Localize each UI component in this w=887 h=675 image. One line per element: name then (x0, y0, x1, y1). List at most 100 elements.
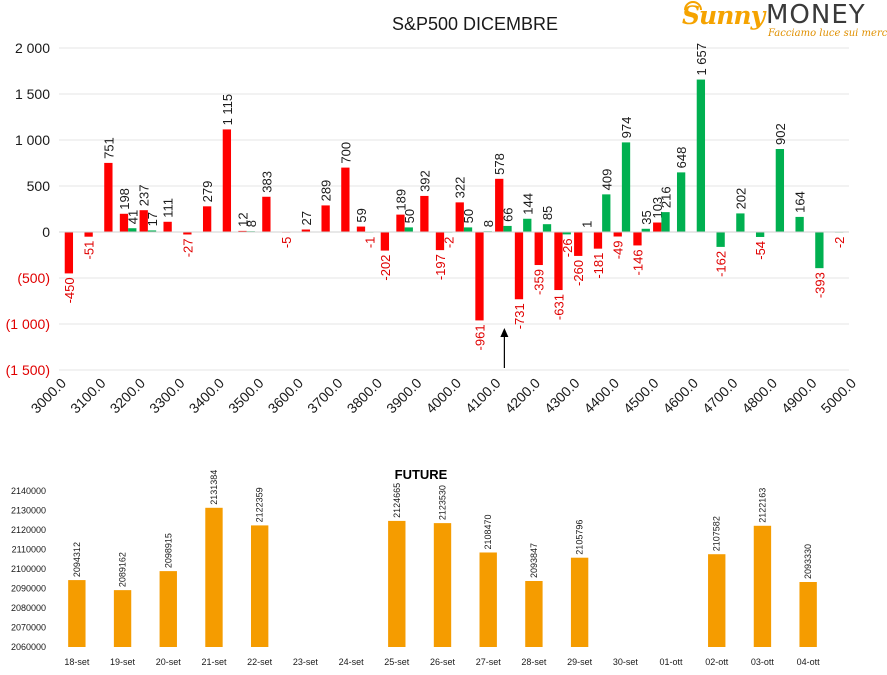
bar (455, 202, 464, 232)
future-data-label: 2108470 (483, 514, 493, 549)
x-tick-label: 3000.0 (28, 375, 70, 417)
data-label: -359 (532, 269, 547, 295)
data-label: 17 (145, 212, 160, 226)
x-tick-label: 3100.0 (67, 375, 109, 417)
bar (676, 172, 686, 232)
bar (463, 227, 473, 232)
data-label: -146 (630, 249, 645, 275)
bar (736, 213, 745, 232)
bar (554, 232, 563, 291)
data-label: 144 (520, 193, 535, 215)
future-chart: FUTURE 2060000 2070000 2080000 2090000 210000… (11, 467, 821, 667)
y-tick-label: 0 (42, 224, 50, 240)
future-bar (525, 580, 543, 647)
annotation-arrowhead (500, 328, 509, 337)
data-label: -450 (62, 277, 77, 303)
future-x-tick-label: 19-set (110, 657, 136, 667)
y-tick-label: (1 500) (6, 362, 50, 378)
data-label: 279 (200, 181, 215, 203)
future-x-tick-label: 26-set (430, 657, 456, 667)
data-label: -393 (812, 272, 827, 298)
future-x-tick-label: 04-ott (797, 657, 821, 667)
future-y-tick-label: 2120000 (11, 525, 46, 535)
bar (321, 205, 330, 232)
bar (238, 230, 247, 232)
data-label: 35 (639, 210, 654, 224)
data-label: -54 (753, 241, 768, 260)
bar (202, 206, 212, 232)
future-x-tick-label: 20-set (156, 657, 182, 667)
bar (795, 216, 804, 232)
bar (262, 196, 271, 232)
future-x-tick-label: 21-set (201, 657, 227, 667)
x-tick-label: 3700.0 (304, 375, 346, 417)
future-bar (708, 554, 726, 647)
x-tick-label: 3600.0 (265, 375, 307, 417)
bar (534, 232, 543, 266)
x-tick-label: 3200.0 (107, 375, 149, 417)
future-title: FUTURE (395, 467, 448, 482)
y-tick-label: 2 000 (15, 40, 50, 56)
y-tick-label: 500 (27, 178, 51, 194)
bar (523, 218, 532, 232)
future-x-tick-label: 30-set (613, 657, 639, 667)
future-data-label: 2123530 (438, 485, 448, 520)
data-label: 66 (501, 207, 516, 221)
bar (653, 222, 662, 232)
data-label: 50 (402, 209, 417, 223)
future-x-tick-label: 28-set (521, 657, 547, 667)
sun-icon (684, 1, 702, 11)
future-data-label: 2124665 (392, 483, 402, 518)
sunny-money-logo: Sunny MONEY Facciamo luce sui mercati (682, 0, 887, 42)
x-tick-label: 4800.0 (739, 375, 781, 417)
data-label: 383 (259, 171, 274, 193)
bar (661, 212, 670, 232)
data-label: 392 (417, 170, 432, 192)
future-data-label: 2094312 (72, 542, 82, 577)
bar (621, 142, 631, 232)
data-label: -181 (591, 253, 606, 279)
data-label: 198 (117, 188, 132, 210)
future-x-tick-label: 01-ott (660, 657, 684, 667)
x-tick-label: 3400.0 (186, 375, 228, 417)
data-label: -5 (279, 237, 294, 249)
data-label: -197 (433, 254, 448, 280)
data-label: 12 (235, 212, 250, 226)
bar (716, 232, 725, 247)
future-y-tick-label: 2140000 (11, 486, 46, 496)
data-label: -2 (441, 237, 456, 249)
x-tick-label: 3900.0 (383, 375, 425, 417)
x-tick-label: 3800.0 (344, 375, 386, 417)
data-label: 50 (461, 209, 476, 223)
data-label: 1 657 (694, 43, 709, 76)
future-data-label: 2098915 (163, 533, 173, 568)
sp500-december-chart: S&P500 DICEMBRE (1 500) (1 000) (500) 0 500 1 … (6, 14, 860, 417)
bar (542, 224, 552, 232)
x-tick-label: 3300.0 (146, 375, 188, 417)
future-x-tick-label: 24-set (339, 657, 365, 667)
y-tick-label: (500) (17, 270, 50, 286)
future-y-tick-label: 2060000 (11, 642, 46, 652)
data-label: 322 (453, 177, 468, 199)
future-bar (205, 507, 223, 647)
bar (404, 227, 413, 232)
x-tick-label: 4900.0 (778, 375, 820, 417)
data-label: -260 (571, 260, 586, 286)
future-bar (159, 571, 177, 647)
x-tick-label: 4200.0 (502, 375, 544, 417)
future-data-label: 2122359 (255, 487, 265, 522)
data-label: 1 115 (220, 94, 235, 126)
data-label: -49 (611, 241, 626, 260)
bar (139, 210, 148, 232)
logo-brand-money: MONEY (766, 0, 866, 30)
y-tick-label: (1 000) (6, 316, 50, 332)
bar (775, 149, 785, 232)
data-label: 648 (674, 147, 689, 169)
data-label: -961 (472, 324, 487, 350)
future-y-tick-label: 2070000 (11, 623, 46, 633)
bar (64, 232, 74, 274)
bar (602, 194, 611, 232)
data-label: 751 (101, 137, 116, 159)
bar (562, 232, 571, 235)
bar (696, 79, 706, 232)
